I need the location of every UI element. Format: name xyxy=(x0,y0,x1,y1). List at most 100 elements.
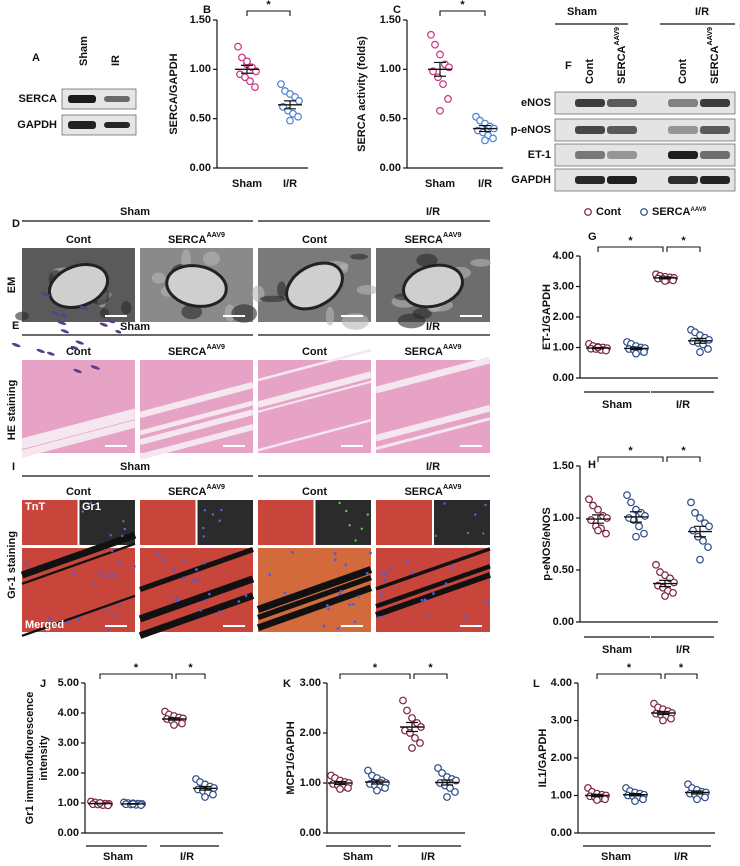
y-tick-label: 4.00 xyxy=(553,250,574,262)
nucleus xyxy=(405,559,409,563)
nucleus xyxy=(202,535,205,538)
column-label: Cont xyxy=(66,346,91,358)
data-point xyxy=(602,529,610,538)
blot-band xyxy=(607,176,637,184)
panel-label: B xyxy=(203,4,211,16)
nucleus xyxy=(112,574,116,577)
gr1-channel xyxy=(434,500,490,545)
column-label-main: SERCA xyxy=(404,346,443,358)
y-tick-label: 0.00 xyxy=(551,827,572,839)
data-point xyxy=(670,578,678,587)
nucleus xyxy=(338,501,341,505)
significance-bracket xyxy=(99,673,173,679)
column-label-sup: AAV9 xyxy=(206,343,225,351)
sem-bar xyxy=(434,61,446,77)
lane-label: Sham xyxy=(78,36,90,66)
sem-bar xyxy=(592,346,604,350)
significance-label: * xyxy=(460,0,465,11)
y-tick-label: 2.00 xyxy=(551,752,572,764)
column-label-main: Cont xyxy=(302,346,327,358)
nucleus xyxy=(382,578,386,581)
nucleus xyxy=(60,313,68,318)
blot-band xyxy=(700,176,730,184)
group-label: I/R xyxy=(426,206,440,218)
data-point xyxy=(399,696,407,705)
nucleus xyxy=(344,563,348,567)
y-axis-label: intensity xyxy=(38,735,50,781)
blot-strip xyxy=(554,168,736,192)
y-tick-label: 5.00 xyxy=(58,677,79,689)
nucleus xyxy=(118,602,122,606)
data-point xyxy=(635,522,643,531)
nucleus xyxy=(106,319,116,324)
data-point xyxy=(652,560,660,569)
y-tick-label: 1.00 xyxy=(380,63,401,75)
data-point xyxy=(632,349,640,358)
em-texture xyxy=(341,313,369,330)
nucleus xyxy=(432,592,435,595)
data-point xyxy=(373,786,381,795)
blot-band xyxy=(607,151,637,159)
data-point xyxy=(632,532,640,541)
column-label-main: Cont xyxy=(66,234,91,246)
x-category-label: I/R xyxy=(283,178,297,190)
group-label: Sham xyxy=(120,206,150,218)
nucleus xyxy=(183,558,187,562)
if-gap xyxy=(375,572,491,618)
column-label: Cont xyxy=(66,234,91,246)
sem-bar xyxy=(334,780,346,786)
nucleus xyxy=(60,329,70,334)
nucleus xyxy=(339,589,343,593)
he-gap xyxy=(257,348,372,382)
y-axis-label: IL1/GAPDH xyxy=(537,729,549,788)
if-gap xyxy=(138,575,255,623)
column-label: SERCAAAV9 xyxy=(168,343,225,358)
column-label-main: Cont xyxy=(302,486,327,498)
nucleus xyxy=(41,292,51,297)
data-point xyxy=(639,795,647,804)
data-point xyxy=(705,522,713,531)
data-point xyxy=(587,516,595,524)
sem-bar xyxy=(694,337,706,344)
em-texture xyxy=(259,295,286,303)
column-label-sup: AAV9 xyxy=(443,483,462,491)
y-tick-label: 1.00 xyxy=(58,797,79,809)
vessel xyxy=(165,264,228,308)
nucleus xyxy=(387,567,391,571)
significance-bracket xyxy=(666,456,701,462)
data-point xyxy=(439,80,447,89)
he-gap xyxy=(21,408,136,444)
data-point xyxy=(251,83,259,91)
data-point xyxy=(443,793,451,801)
he-image xyxy=(257,22,740,453)
data-point xyxy=(241,73,249,82)
nucleus xyxy=(427,615,431,618)
group-label: Sham xyxy=(567,6,597,18)
blot-row-label: SERCA xyxy=(18,93,57,105)
panel-label: A xyxy=(32,52,40,64)
if-gap xyxy=(20,531,137,579)
nucleus xyxy=(384,573,388,576)
panel-label: G xyxy=(588,231,597,243)
nucleus xyxy=(70,345,79,350)
nucleus xyxy=(369,551,372,555)
merged xyxy=(140,548,253,632)
he-gap xyxy=(257,371,372,408)
column-label-sup: AAV9 xyxy=(443,231,462,239)
sem-bar xyxy=(592,514,604,524)
vessel xyxy=(402,263,464,309)
data-point xyxy=(705,335,713,344)
y-tick-label: 0.00 xyxy=(553,616,574,628)
data-point xyxy=(689,526,697,535)
gr1-channel xyxy=(197,500,253,545)
column-label: SERCAAAV9 xyxy=(404,231,461,246)
data-point xyxy=(693,795,701,804)
data-point xyxy=(659,716,667,725)
y-tick-label: 0.50 xyxy=(190,113,211,125)
if-image xyxy=(375,500,491,632)
em-texture xyxy=(202,251,221,266)
data-point xyxy=(438,769,446,777)
nucleus xyxy=(244,594,248,597)
nucleus xyxy=(49,619,53,622)
nucleus xyxy=(24,562,28,566)
